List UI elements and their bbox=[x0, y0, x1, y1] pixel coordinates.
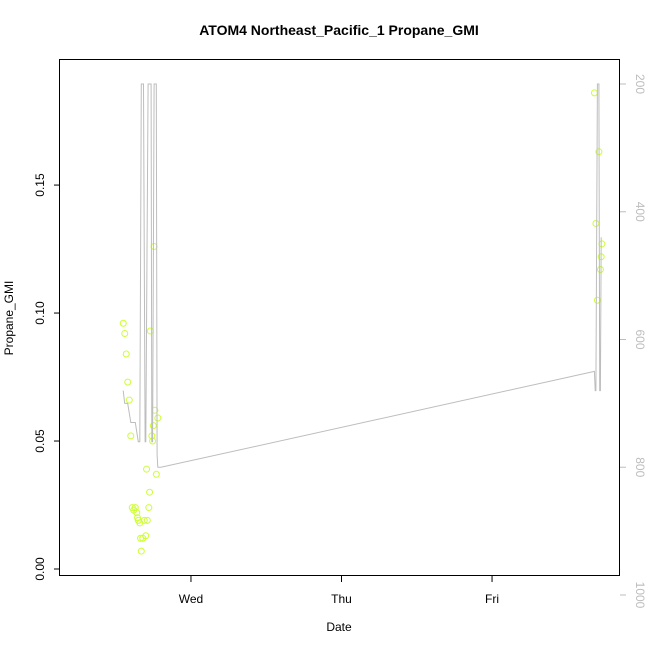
data-point bbox=[590, 89, 598, 97]
data-point bbox=[125, 396, 133, 404]
series-layer bbox=[119, 83, 606, 555]
right-tick-label: 1000 bbox=[633, 582, 647, 609]
data-point bbox=[598, 240, 606, 248]
data-point bbox=[149, 422, 157, 430]
data-point bbox=[145, 504, 153, 512]
data-point bbox=[146, 327, 154, 335]
data-point bbox=[133, 509, 141, 517]
data-point bbox=[142, 532, 150, 540]
right-tick-label: 400 bbox=[633, 202, 647, 222]
pressure-line bbox=[122, 83, 602, 468]
y-tick-label: 0.05 bbox=[33, 429, 47, 453]
data-point bbox=[596, 266, 604, 274]
data-point bbox=[137, 547, 145, 555]
data-point bbox=[143, 516, 151, 524]
y-tick-label: 0.10 bbox=[33, 301, 47, 325]
x-tick-label: Thu bbox=[331, 592, 352, 606]
y-axis-label: Propane_GMI bbox=[2, 281, 16, 356]
data-point bbox=[143, 465, 151, 473]
data-point bbox=[140, 516, 148, 524]
data-point bbox=[122, 350, 130, 358]
y-tick-label: 0.15 bbox=[33, 173, 47, 197]
chart-title: ATOM4 Northeast_Pacific_1 Propane_GMI bbox=[199, 22, 479, 38]
data-point bbox=[592, 219, 600, 227]
data-point bbox=[124, 378, 132, 386]
data-point bbox=[127, 432, 135, 440]
x-tick-label: Wed bbox=[179, 592, 203, 606]
data-point bbox=[152, 470, 160, 478]
axes-layer: 0.00 0.05 0.10 0.15 200 400 600 800 1000 Wed Thu Fr… bbox=[33, 74, 647, 609]
y-tick-label: 0.00 bbox=[33, 557, 47, 581]
x-tick-label: Fri bbox=[485, 592, 499, 606]
right-tick-label: 200 bbox=[633, 74, 647, 94]
right-tick-label: 800 bbox=[633, 457, 647, 477]
data-point bbox=[121, 330, 129, 338]
plot-frame bbox=[59, 59, 620, 576]
x-axis-label: Date bbox=[326, 620, 352, 634]
data-point bbox=[146, 488, 154, 496]
data-point bbox=[154, 414, 162, 422]
data-point bbox=[131, 504, 139, 512]
data-point bbox=[119, 319, 127, 327]
right-tick-label: 600 bbox=[633, 329, 647, 349]
